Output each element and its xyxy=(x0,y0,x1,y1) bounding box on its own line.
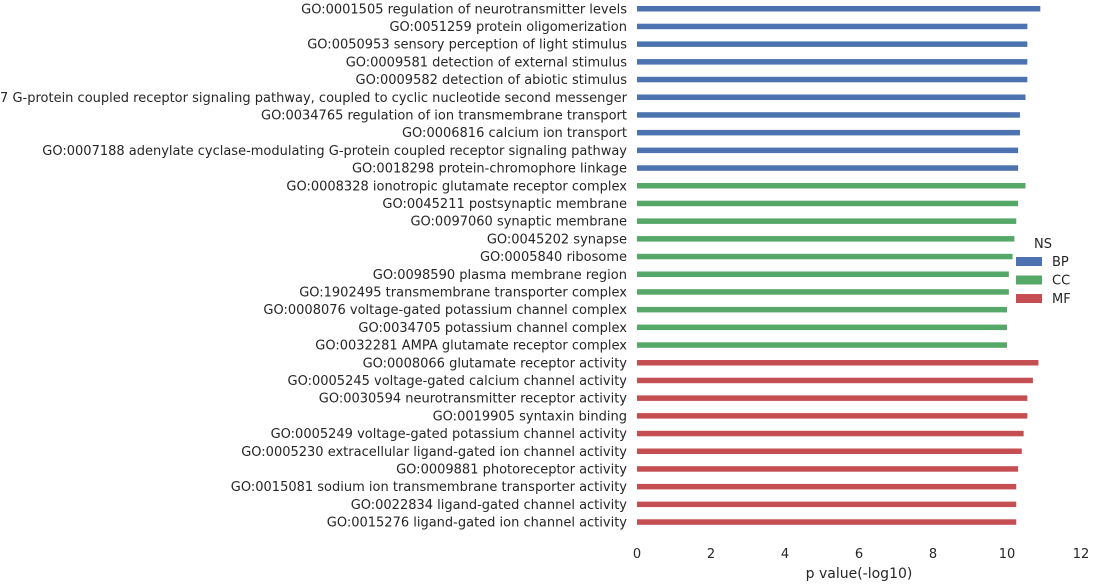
legend-swatch-cc xyxy=(1016,275,1042,285)
bar-cc xyxy=(637,218,1017,224)
category-labels: GO:0001505 regulation of neurotransmitte… xyxy=(0,2,628,530)
category-label: GO:1902495 transmembrane transporter com… xyxy=(299,285,627,300)
category-label: GO:0034765 regulation of ion transmembra… xyxy=(261,108,627,123)
bar-bp xyxy=(637,129,1020,136)
x-tick-label: 8 xyxy=(929,547,937,562)
category-label: GO:0008076 voltage-gated potassium chann… xyxy=(263,303,627,318)
category-label: GO:0001505 regulation of neurotransmitte… xyxy=(301,2,627,17)
bar-bp xyxy=(637,76,1028,83)
category-label: GO:0051259 protein oligomerization xyxy=(389,20,627,35)
category-label: GO:0022834 ligand-gated channel activity xyxy=(351,498,628,513)
category-label: GO:0007187 G-protein coupled receptor si… xyxy=(0,91,628,106)
bar-bp xyxy=(637,94,1026,100)
category-label: GO:0009582 detection of abiotic stimulus xyxy=(356,73,628,88)
category-label: GO:0005245 voltage-gated calcium channel… xyxy=(288,374,628,389)
x-axis: 0 2 4 6 8 10 12 xyxy=(633,547,1089,562)
bar-cc xyxy=(637,200,1019,207)
category-label: GO:0005840 ribosome xyxy=(480,250,627,265)
bar-bp xyxy=(637,165,1019,171)
bar-bp xyxy=(637,6,1041,12)
legend-label: BP xyxy=(1052,255,1069,270)
category-label: GO:0034705 potassium channel complex xyxy=(358,321,627,336)
bar-bp xyxy=(637,41,1028,47)
bar-cc xyxy=(637,236,1015,242)
category-label: GO:0045202 synapse xyxy=(487,232,627,247)
legend-title: NS xyxy=(1034,237,1052,252)
category-label: GO:0097060 synaptic membrane xyxy=(410,215,627,230)
bar-bp xyxy=(637,59,1028,65)
bar-mf xyxy=(637,501,1017,508)
category-label: GO:0008066 glutamate receptor activity xyxy=(363,356,628,371)
category-label: GO:0005249 voltage-gated potassium chann… xyxy=(271,427,628,442)
x-tick-label: 6 xyxy=(855,547,863,562)
bar-mf xyxy=(637,377,1033,384)
category-label: GO:0009581 detection of external stimulu… xyxy=(346,55,628,70)
category-label: GO:0032281 AMPA glutamate receptor compl… xyxy=(315,339,627,354)
bar-cc xyxy=(637,324,1007,331)
legend-label: CC xyxy=(1052,274,1070,289)
category-label: GO:0098590 plasma membrane region xyxy=(373,268,627,283)
bar-mf xyxy=(637,466,1019,472)
x-tick-label: 10 xyxy=(999,547,1016,562)
bar-mf xyxy=(637,395,1028,401)
category-label: GO:0005230 extracellular ligand-gated io… xyxy=(241,445,627,460)
bar-cc xyxy=(637,342,1007,348)
bar-mf xyxy=(637,413,1028,419)
bar-mf xyxy=(637,483,1017,490)
x-axis-label: p value(-log10) xyxy=(806,566,913,582)
category-label: GO:0018298 protein-chromophore linkage xyxy=(352,162,627,177)
bar-mf xyxy=(637,519,1017,525)
bar-bp xyxy=(637,112,1020,118)
legend: NS BP CC MF xyxy=(1016,237,1071,307)
bar-mf xyxy=(637,360,1039,366)
bar-bp xyxy=(637,147,1019,154)
legend-swatch-mf xyxy=(1016,294,1042,303)
category-label: GO:0015081 sodium ion transmembrane tran… xyxy=(231,480,627,495)
bar-cc xyxy=(637,271,1009,277)
category-label: GO:0045211 postsynaptic membrane xyxy=(382,197,627,212)
legend-label: MF xyxy=(1052,292,1071,307)
x-tick-label: 4 xyxy=(781,547,789,562)
x-tick-label: 2 xyxy=(707,547,715,562)
bar-mf xyxy=(637,448,1022,454)
bar-mf xyxy=(637,430,1024,437)
category-label: GO:0030594 neurotransmitter receptor act… xyxy=(319,392,628,407)
x-tick-label: 12 xyxy=(1073,547,1090,562)
category-label: GO:0019905 syntaxin binding xyxy=(433,409,627,424)
bars-layer xyxy=(637,6,1041,525)
category-label: GO:0015276 ligand-gated ion channel acti… xyxy=(327,516,628,531)
bar-cc xyxy=(637,253,1013,260)
category-label: GO:0006816 calcium ion transport xyxy=(402,126,627,141)
legend-swatch-bp xyxy=(1016,257,1042,266)
bar-cc xyxy=(637,306,1007,313)
category-label: GO:0009881 photoreceptor activity xyxy=(396,462,627,477)
category-label: GO:0007188 adenylate cyclase-modulating … xyxy=(42,144,627,159)
bar-cc xyxy=(637,183,1026,189)
x-tick-label: 0 xyxy=(633,547,641,562)
bar-cc xyxy=(637,289,1009,295)
category-label: GO:0050953 sensory perception of light s… xyxy=(307,38,627,53)
bar-bp xyxy=(637,23,1028,30)
category-label: GO:0008328 ionotropic glutamate receptor… xyxy=(286,179,627,194)
